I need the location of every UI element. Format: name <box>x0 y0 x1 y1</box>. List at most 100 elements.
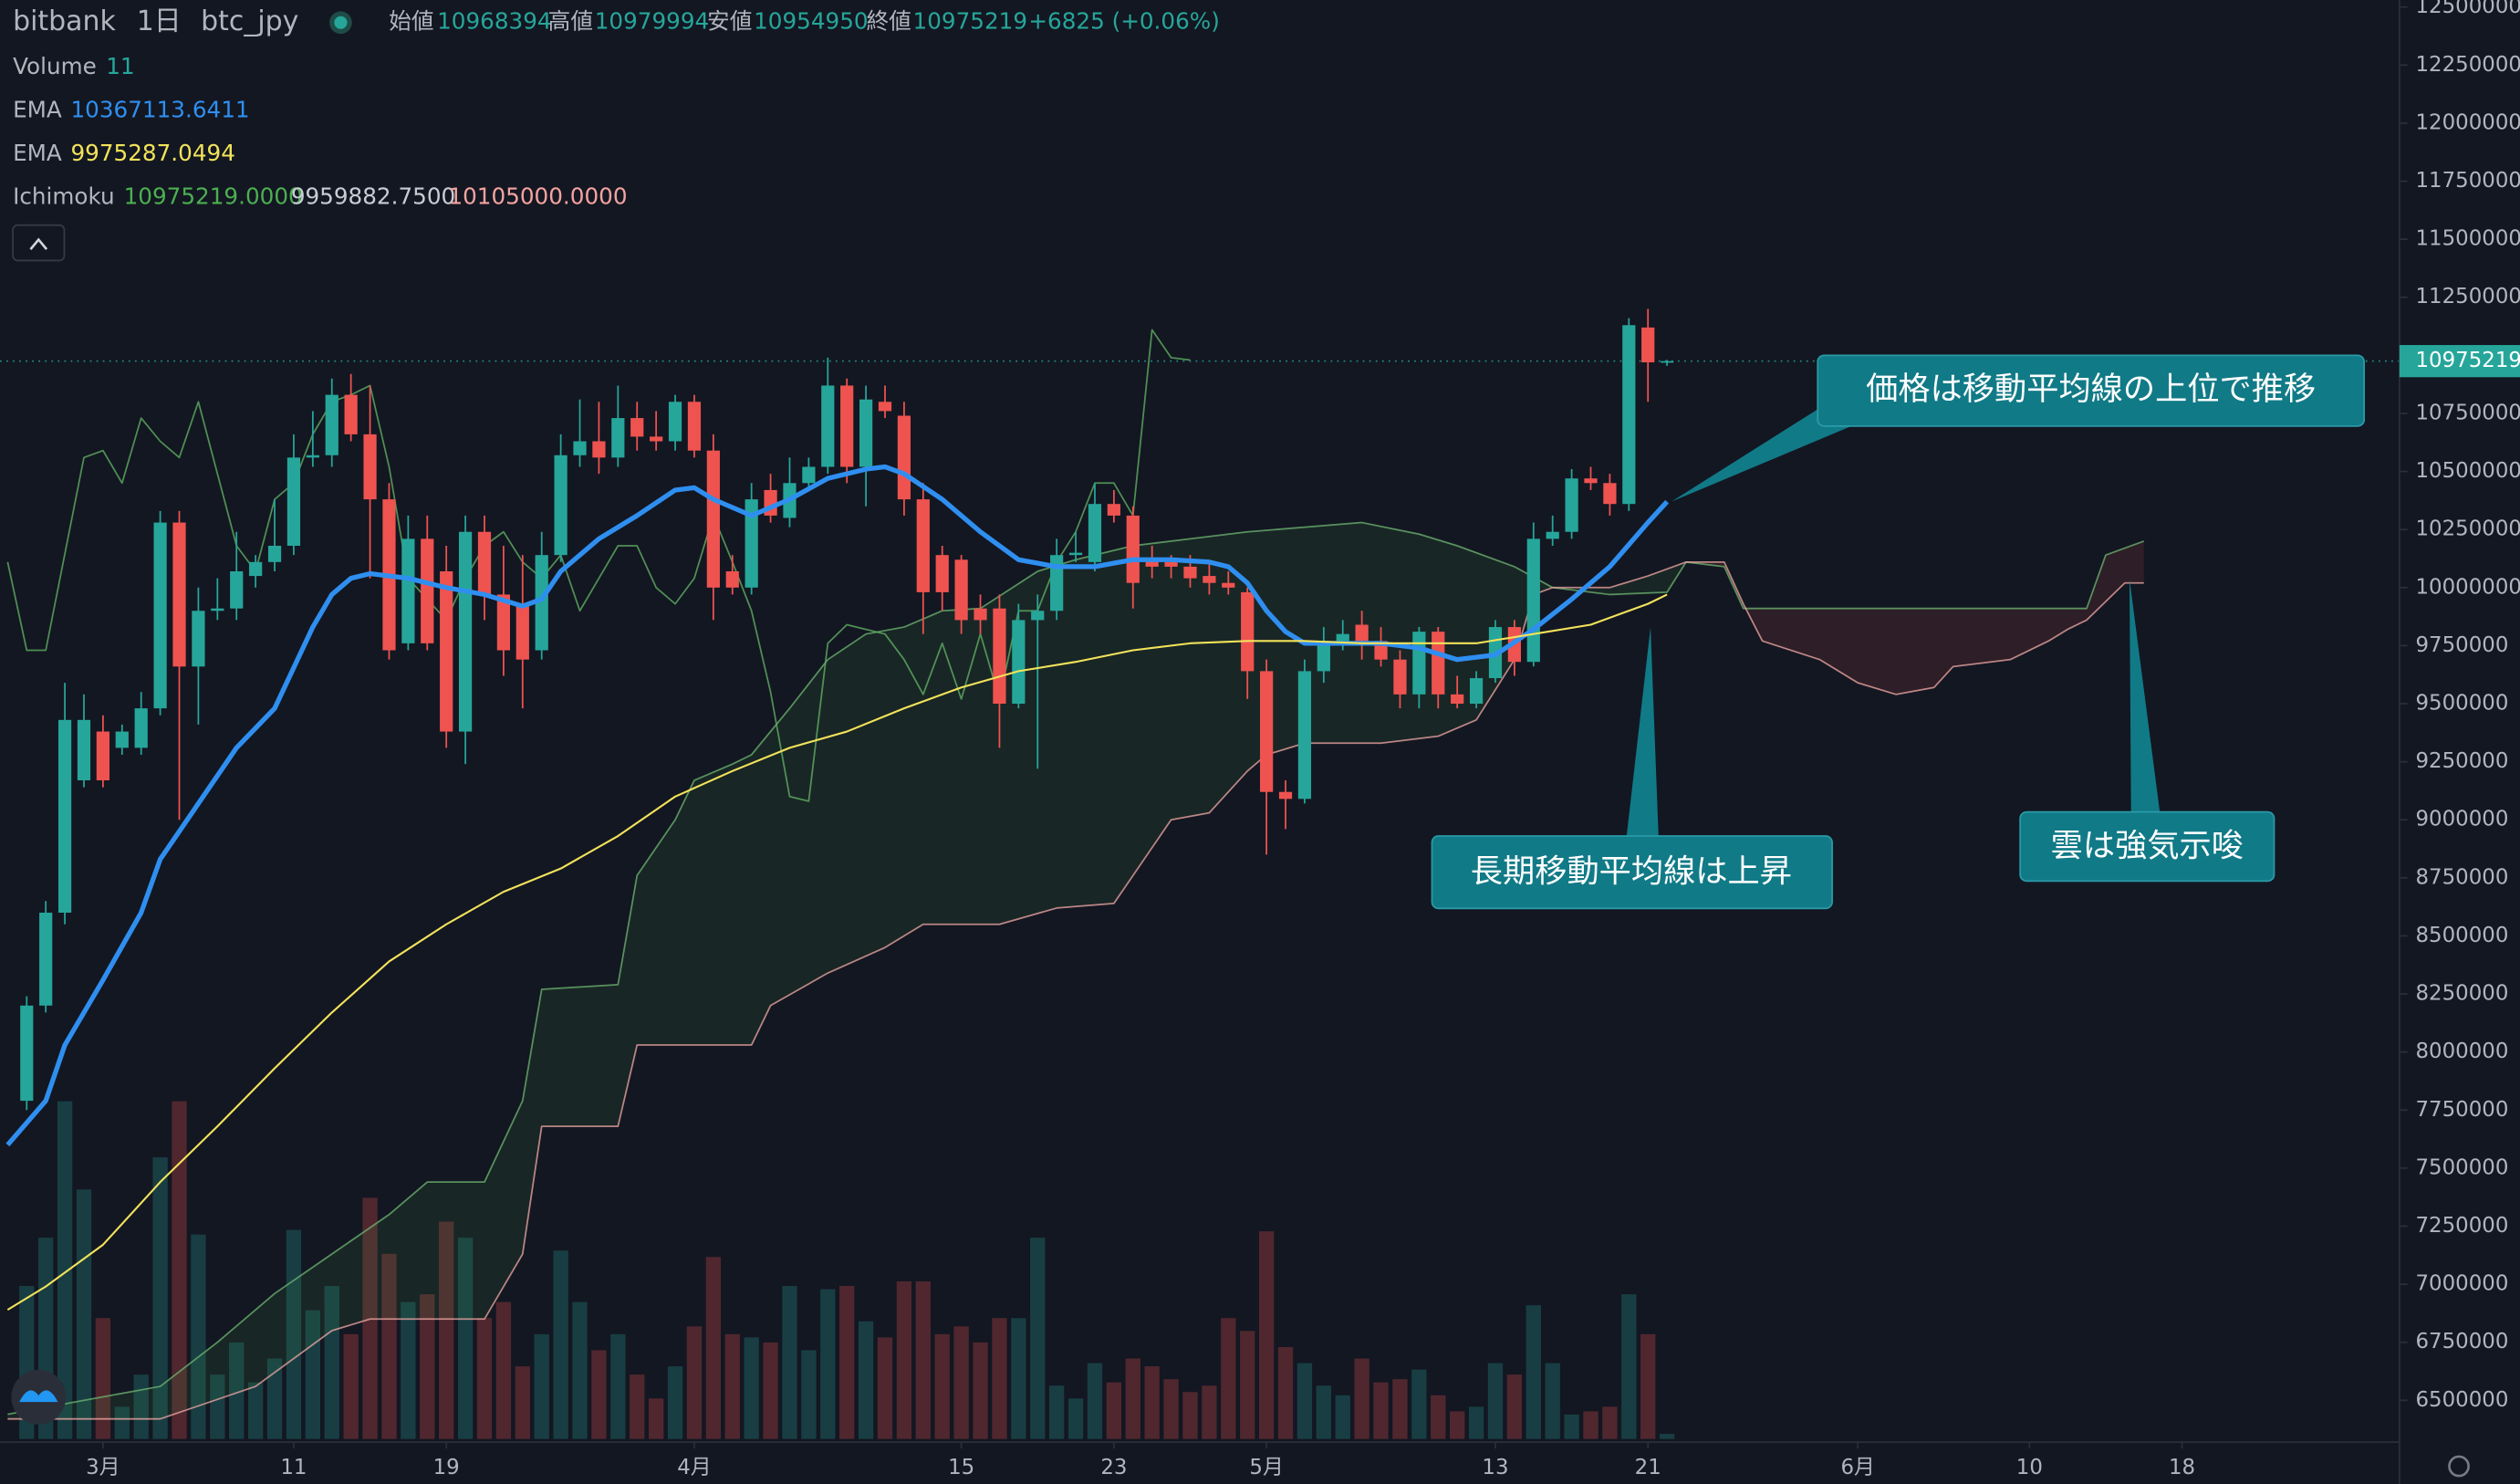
y-tick-label: 9000000 <box>2416 808 2509 831</box>
volume-bar <box>934 1333 950 1439</box>
volume-bar <box>744 1337 759 1439</box>
volume-bar <box>1621 1294 1637 1439</box>
candle-body <box>1012 620 1026 705</box>
volume-bar <box>896 1280 912 1439</box>
candle-body <box>1183 566 1197 579</box>
ema-value: 9975287.0494 <box>71 140 235 166</box>
y-tick-label: 9500000 <box>2416 692 2509 716</box>
candle-body <box>573 441 587 455</box>
volume-bar <box>1221 1318 1236 1439</box>
volume-bar <box>610 1333 626 1439</box>
low-label: 安値 <box>707 8 752 35</box>
callout-pointer <box>1626 627 1659 838</box>
high-value: 10979994 <box>595 8 710 35</box>
candle-body <box>20 1005 34 1102</box>
volume-bar <box>1411 1369 1427 1439</box>
volume-bar <box>515 1366 530 1439</box>
volume-bar <box>1202 1385 1217 1439</box>
y-tick-label: 7750000 <box>2416 1098 2509 1122</box>
settings-icon[interactable] <box>2448 1455 2470 1478</box>
y-tick-label: 8750000 <box>2416 865 2509 889</box>
high-label: 高値 <box>548 8 593 35</box>
candle-body <box>172 522 186 667</box>
volume-bar <box>630 1374 645 1439</box>
symbol: bitbank <box>13 5 116 37</box>
y-tick-label: 12500000 <box>2416 0 2520 18</box>
x-tick-label: 4月 <box>677 1456 711 1479</box>
volume-bar <box>801 1350 817 1439</box>
volume-bar <box>953 1326 969 1439</box>
candle-body <box>267 546 282 562</box>
ichimoku-label: Ichimoku <box>13 183 115 210</box>
volume-bar <box>1373 1382 1389 1439</box>
y-tick-label: 8000000 <box>2416 1040 2509 1063</box>
volume-bar <box>1564 1414 1579 1439</box>
candle-body <box>821 385 835 467</box>
y-tick-label: 11250000 <box>2416 285 2520 308</box>
volume-bar <box>1067 1398 1084 1439</box>
volume-bar <box>1335 1395 1350 1439</box>
candle-body <box>859 399 873 467</box>
volume-bar <box>114 1406 130 1439</box>
volume-bar <box>1106 1382 1122 1439</box>
volume-value: 11 <box>106 53 134 79</box>
candle-body <box>954 559 968 621</box>
pair: btc_jpy <box>201 5 298 37</box>
candle-body <box>916 499 930 592</box>
y-tick-label: 8500000 <box>2416 924 2509 947</box>
volume-bar <box>57 1101 73 1439</box>
logo-icon[interactable] <box>19 1390 58 1403</box>
open-label: 始値 <box>389 8 433 35</box>
candle-body <box>935 555 949 592</box>
x-tick-label: 21 <box>1635 1456 1661 1479</box>
volume-bar <box>1030 1238 1046 1439</box>
interval[interactable]: 1日 <box>137 5 182 37</box>
last-price-label: 10975219 <box>2416 349 2520 372</box>
volume-bar <box>553 1250 568 1439</box>
ema-value: 10367113.6411 <box>71 97 250 123</box>
low-value: 10954950 <box>754 8 869 35</box>
volume-bar <box>572 1301 588 1439</box>
y-tick-label: 10750000 <box>2416 401 2520 424</box>
volume-bar <box>495 1301 512 1439</box>
collapse-icon[interactable] <box>29 237 48 250</box>
candle-body <box>1355 624 1369 642</box>
candle-body <box>1469 678 1484 705</box>
candle-body <box>1584 478 1598 484</box>
candle-body <box>325 394 338 455</box>
volume-bar <box>1640 1333 1656 1439</box>
change: +6825 (+0.06%) <box>1028 8 1219 35</box>
y-tick-label: 9250000 <box>2416 749 2509 773</box>
candle-body <box>1565 478 1578 532</box>
ichimoku-value: 10105000.0000 <box>448 183 627 210</box>
collapse-button[interactable] <box>12 224 66 262</box>
candle-body <box>840 385 854 467</box>
candle-body <box>230 570 244 609</box>
close-label: 終値 <box>866 8 911 35</box>
candle-body <box>363 434 377 500</box>
candle-body <box>1107 504 1120 516</box>
x-tick-label: 13 <box>1482 1456 1508 1479</box>
volume-bar <box>401 1301 416 1439</box>
candle-body <box>39 913 53 1006</box>
callout-box <box>1431 835 1833 910</box>
y-tick-label: 10000000 <box>2416 575 2520 599</box>
volume-bar <box>1354 1358 1369 1439</box>
candle-body <box>134 708 148 748</box>
callout-box <box>1817 354 2366 427</box>
candle-body <box>1164 561 1178 567</box>
candle-body <box>1126 515 1140 583</box>
callout-text: 雲は強気示唆 <box>2051 827 2244 864</box>
volume-bar <box>457 1238 474 1439</box>
candle-body <box>440 570 453 732</box>
candle-body <box>477 531 492 595</box>
candle-body <box>458 531 473 732</box>
volume-bar <box>1296 1363 1313 1439</box>
volume-bar <box>1182 1392 1198 1439</box>
volume-bar <box>1049 1385 1065 1439</box>
volume-bar <box>1392 1379 1408 1439</box>
candle-body <box>1546 531 1559 539</box>
candle-body <box>153 522 167 709</box>
